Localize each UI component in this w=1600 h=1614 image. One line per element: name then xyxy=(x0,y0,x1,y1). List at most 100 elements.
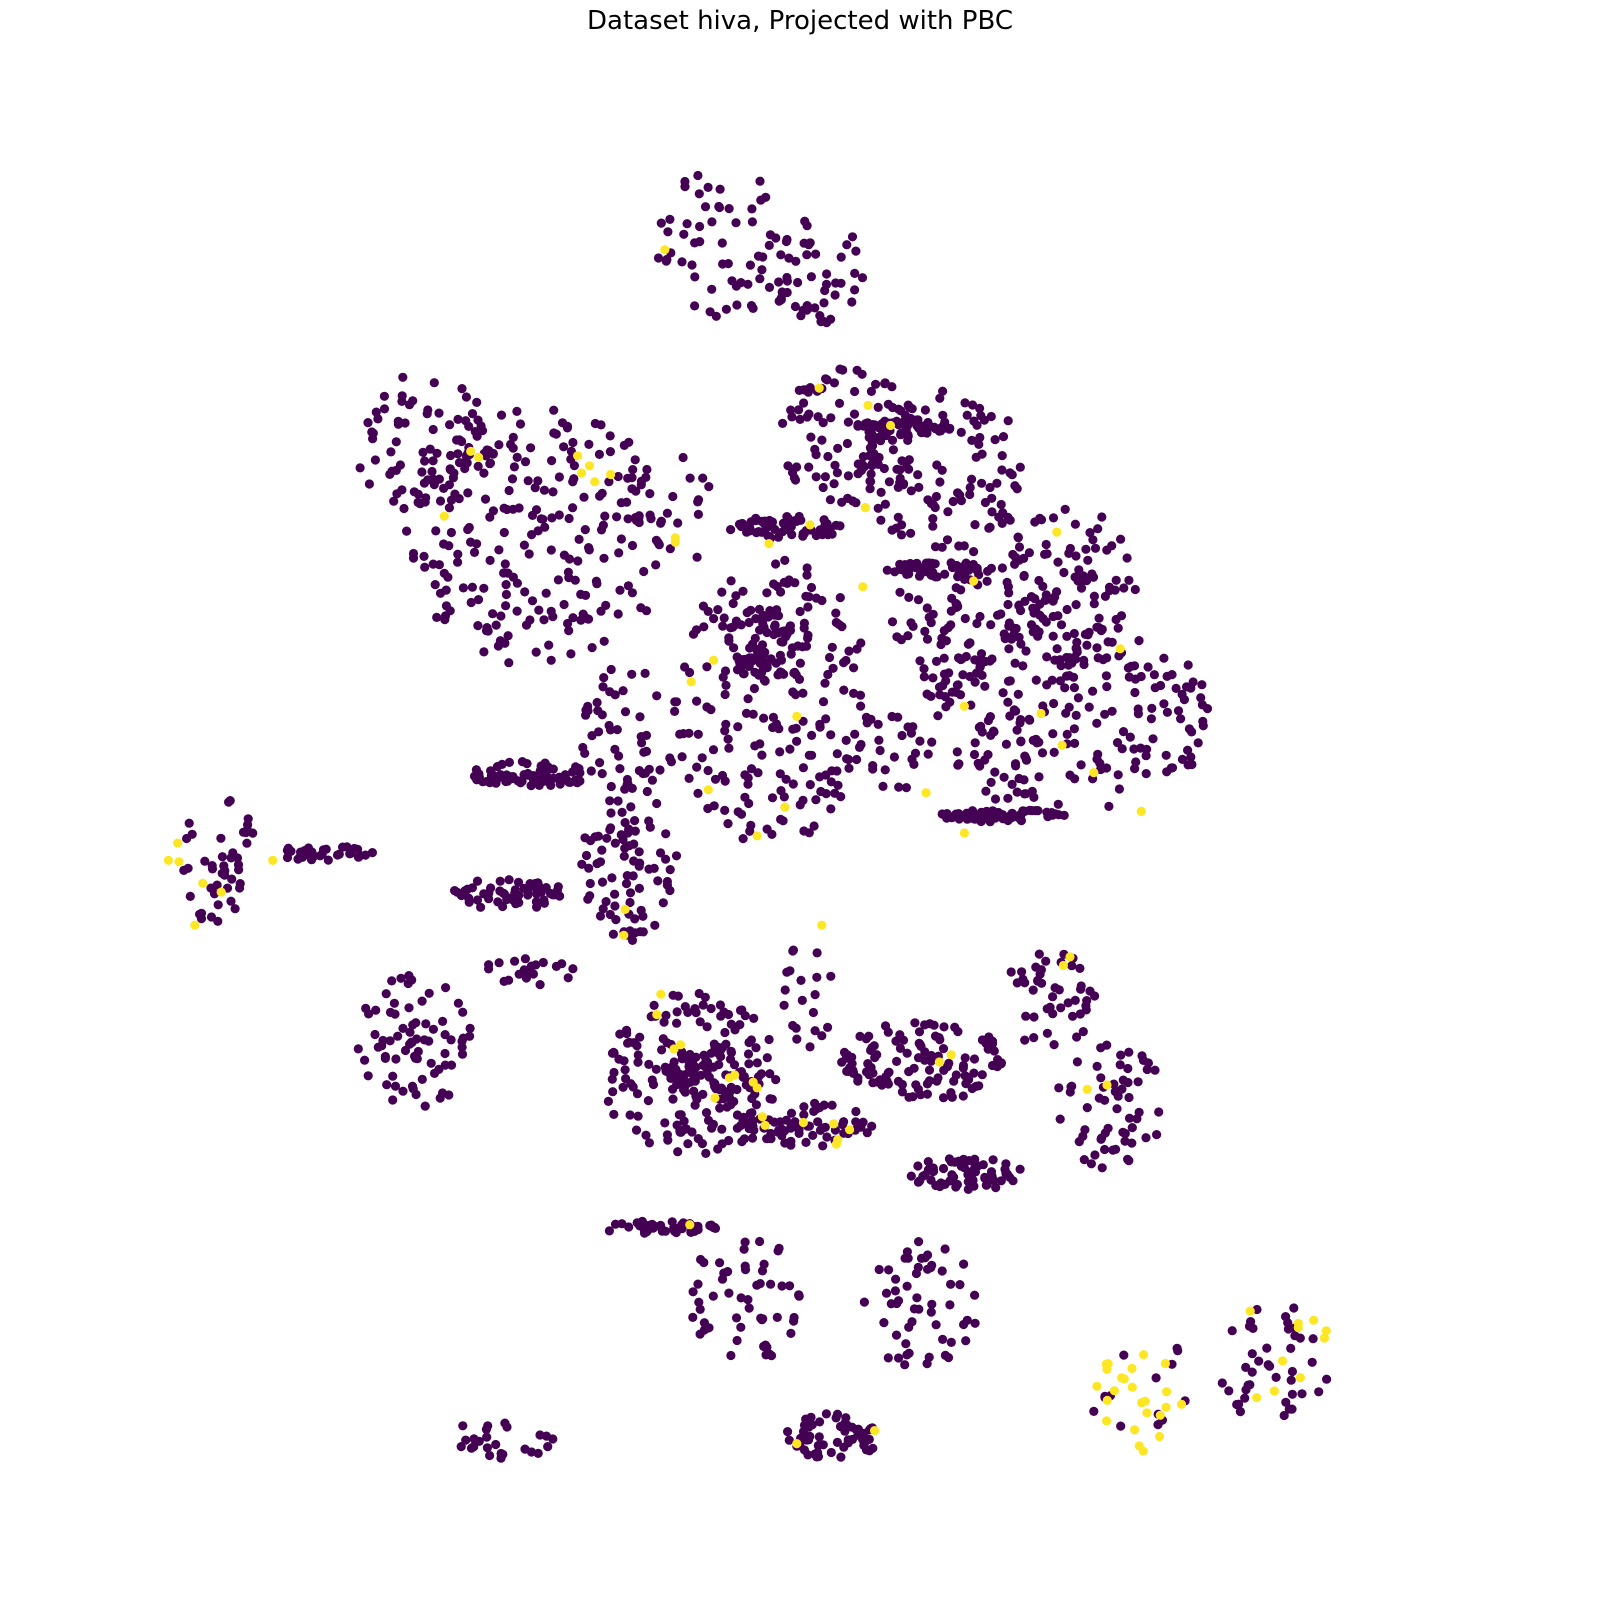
data-point-class-1 xyxy=(1130,1425,1140,1435)
data-point-class-0 xyxy=(512,406,522,416)
data-point-class-0 xyxy=(706,1003,716,1014)
data-point-class-0 xyxy=(1076,984,1086,994)
data-point-class-0 xyxy=(404,400,415,410)
data-point-class-0 xyxy=(417,996,427,1006)
data-point-class-0 xyxy=(811,249,821,259)
data-point-class-0 xyxy=(758,610,768,621)
data-point-class-0 xyxy=(985,817,995,827)
data-point-class-0 xyxy=(1125,732,1135,742)
data-point-class-0 xyxy=(628,465,638,475)
data-point-class-0 xyxy=(802,250,812,260)
data-point-class-0 xyxy=(665,214,675,224)
data-point-class-0 xyxy=(625,897,635,908)
data-point-class-0 xyxy=(1003,599,1013,610)
data-point-class-0 xyxy=(559,599,569,610)
data-point-class-0 xyxy=(618,834,628,845)
data-point-class-0 xyxy=(1084,702,1094,712)
data-point-class-0 xyxy=(821,789,831,799)
data-point-class-1 xyxy=(780,802,790,812)
data-point-class-0 xyxy=(522,759,532,769)
data-point-class-0 xyxy=(713,605,723,615)
data-point-class-0 xyxy=(500,1418,510,1428)
data-point-class-0 xyxy=(575,768,585,778)
data-point-class-0 xyxy=(986,411,996,422)
data-point-class-0 xyxy=(1064,702,1074,712)
data-point-class-0 xyxy=(866,476,876,487)
data-point-class-0 xyxy=(849,663,859,673)
data-point-class-0 xyxy=(752,1058,762,1068)
data-point-class-0 xyxy=(440,1060,450,1070)
data-point-class-0 xyxy=(860,1438,870,1448)
data-point-class-0 xyxy=(939,626,949,636)
data-point-class-0 xyxy=(702,662,712,672)
data-point-class-0 xyxy=(830,460,840,470)
data-point-class-0 xyxy=(1003,512,1013,523)
data-point-class-0 xyxy=(688,1312,698,1322)
data-point-class-0 xyxy=(731,591,741,601)
data-point-class-0 xyxy=(441,601,451,611)
data-point-class-0 xyxy=(496,611,506,621)
data-point-class-0 xyxy=(673,518,683,528)
data-point-class-0 xyxy=(1070,995,1080,1006)
data-point-class-0 xyxy=(1297,1389,1307,1399)
data-point-class-0 xyxy=(1019,789,1030,799)
data-point-class-0 xyxy=(458,1421,468,1431)
data-point-class-0 xyxy=(748,709,758,719)
data-point-class-0 xyxy=(919,672,929,682)
data-point-class-0 xyxy=(840,1418,850,1429)
data-point-class-0 xyxy=(638,1221,648,1231)
data-point-class-0 xyxy=(873,719,883,730)
data-point-class-0 xyxy=(742,527,752,537)
data-point-class-0 xyxy=(669,1223,679,1233)
data-point-class-1 xyxy=(1115,644,1125,654)
data-point-class-0 xyxy=(636,905,646,916)
data-point-class-0 xyxy=(1060,504,1070,514)
data-point-class-0 xyxy=(737,1005,747,1015)
data-point-class-0 xyxy=(798,763,809,773)
data-point-class-0 xyxy=(382,1080,392,1090)
data-point-class-0 xyxy=(318,845,328,855)
data-point-class-0 xyxy=(920,626,930,637)
data-point-class-0 xyxy=(440,611,451,621)
data-point-class-0 xyxy=(1083,555,1093,565)
data-point-class-0 xyxy=(688,1287,698,1297)
data-point-class-0 xyxy=(446,527,456,538)
data-point-class-0 xyxy=(544,640,554,650)
data-point-class-0 xyxy=(903,435,913,445)
data-point-class-0 xyxy=(587,643,597,653)
data-point-class-0 xyxy=(657,1045,667,1055)
data-point-class-0 xyxy=(1006,967,1016,977)
data-point-class-0 xyxy=(839,1047,850,1057)
data-point-class-0 xyxy=(960,613,970,624)
data-point-class-0 xyxy=(919,664,929,674)
data-point-class-0 xyxy=(651,560,661,570)
data-point-class-0 xyxy=(992,478,1002,488)
data-point-class-0 xyxy=(726,1350,736,1361)
data-point-class-0 xyxy=(923,495,933,505)
data-point-class-0 xyxy=(778,418,788,428)
data-point-class-0 xyxy=(691,1091,701,1101)
data-point-class-1 xyxy=(1052,527,1062,537)
data-point-class-0 xyxy=(580,748,590,759)
data-point-class-0 xyxy=(1063,998,1073,1008)
data-point-class-0 xyxy=(997,563,1008,573)
data-point-class-0 xyxy=(1071,551,1081,561)
data-point-class-0 xyxy=(1048,810,1058,820)
data-point-class-0 xyxy=(620,1065,630,1075)
data-point-class-1 xyxy=(1252,1393,1262,1403)
data-point-class-1 xyxy=(814,383,824,393)
data-point-class-0 xyxy=(1129,744,1139,754)
data-point-class-0 xyxy=(536,514,546,524)
data-point-class-0 xyxy=(693,1279,703,1289)
data-point-class-0 xyxy=(698,1089,708,1099)
data-point-class-0 xyxy=(720,1027,730,1038)
data-point-class-0 xyxy=(948,562,958,572)
data-point-class-0 xyxy=(1096,1043,1106,1053)
data-point-class-0 xyxy=(1103,1123,1113,1133)
data-point-class-0 xyxy=(790,475,801,485)
data-point-class-0 xyxy=(889,752,900,762)
data-point-class-0 xyxy=(615,1029,625,1039)
data-point-class-0 xyxy=(759,713,769,723)
data-point-class-0 xyxy=(1119,583,1129,593)
data-point-class-0 xyxy=(856,1122,866,1132)
